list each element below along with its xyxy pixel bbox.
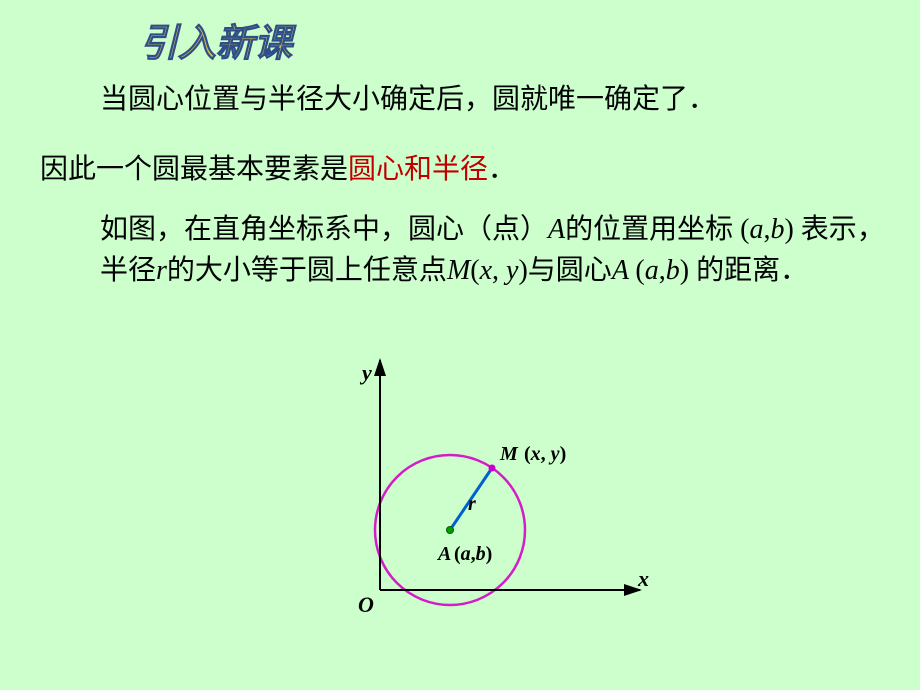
p3-M: M xyxy=(447,255,470,286)
p3-seg5: 与圆心 xyxy=(528,255,612,286)
p3-seg2: 的位置用坐标 ( xyxy=(565,214,749,245)
p3-comma3: , xyxy=(659,255,666,286)
diagram-svg: y x Or M(x, y) A(a,b) xyxy=(320,350,680,670)
p3-x: x xyxy=(480,255,492,286)
p3-a2: a xyxy=(645,255,659,286)
svg-text:M: M xyxy=(499,443,519,465)
p3-r: r xyxy=(156,255,167,286)
p3-seg1: 如图，在直角坐标系中，圆心（点） xyxy=(100,214,548,245)
slide-title: 引入新课 xyxy=(140,12,292,67)
svg-text:A: A xyxy=(436,543,451,565)
paragraph-2: 因此一个圆最基本要素是圆心和半径． xyxy=(40,150,880,191)
svg-text:x: x xyxy=(637,566,649,591)
para2-pre: 因此一个圆最基本要素是 xyxy=(40,154,348,185)
p3-y: y xyxy=(506,255,518,286)
p3-comma2: , xyxy=(492,255,506,286)
p3-lp2: ( xyxy=(635,255,644,286)
p3-rp2: ) xyxy=(680,255,696,286)
p3-lp: ( xyxy=(470,255,479,286)
svg-text:O: O xyxy=(358,592,374,617)
p3-b2: b xyxy=(666,255,680,286)
svg-text:(a,b): (a,b) xyxy=(454,543,492,565)
paragraph-1: 当圆心位置与半径大小确定后，圆就唯一确定了． xyxy=(100,80,880,121)
p3-a1: a xyxy=(749,214,763,245)
p3-A: A xyxy=(548,214,565,245)
p3-rp: ) xyxy=(518,255,527,286)
p3-seg6: 的距离． xyxy=(696,255,808,286)
para1-text: 当圆心位置与半径大小确定后，圆就唯一确定了． xyxy=(100,84,716,115)
p3-seg4: 的大小等于圆上任意点 xyxy=(167,255,447,286)
svg-text:(x, y): (x, y) xyxy=(524,443,566,465)
para2-post: ． xyxy=(488,154,516,185)
p3-A2: A xyxy=(612,255,636,286)
para2-highlight: 圆心和半径 xyxy=(348,154,488,185)
paragraph-3: 如图，在直角坐标系中，圆心（点）A的位置用坐标 (a,b) 表示，半径r的大小等… xyxy=(100,210,900,291)
svg-text:y: y xyxy=(359,360,372,385)
p3-b1: b xyxy=(770,214,784,245)
coordinate-diagram: y x Or M(x, y) A(a,b) xyxy=(320,350,680,670)
svg-text:r: r xyxy=(468,493,476,515)
